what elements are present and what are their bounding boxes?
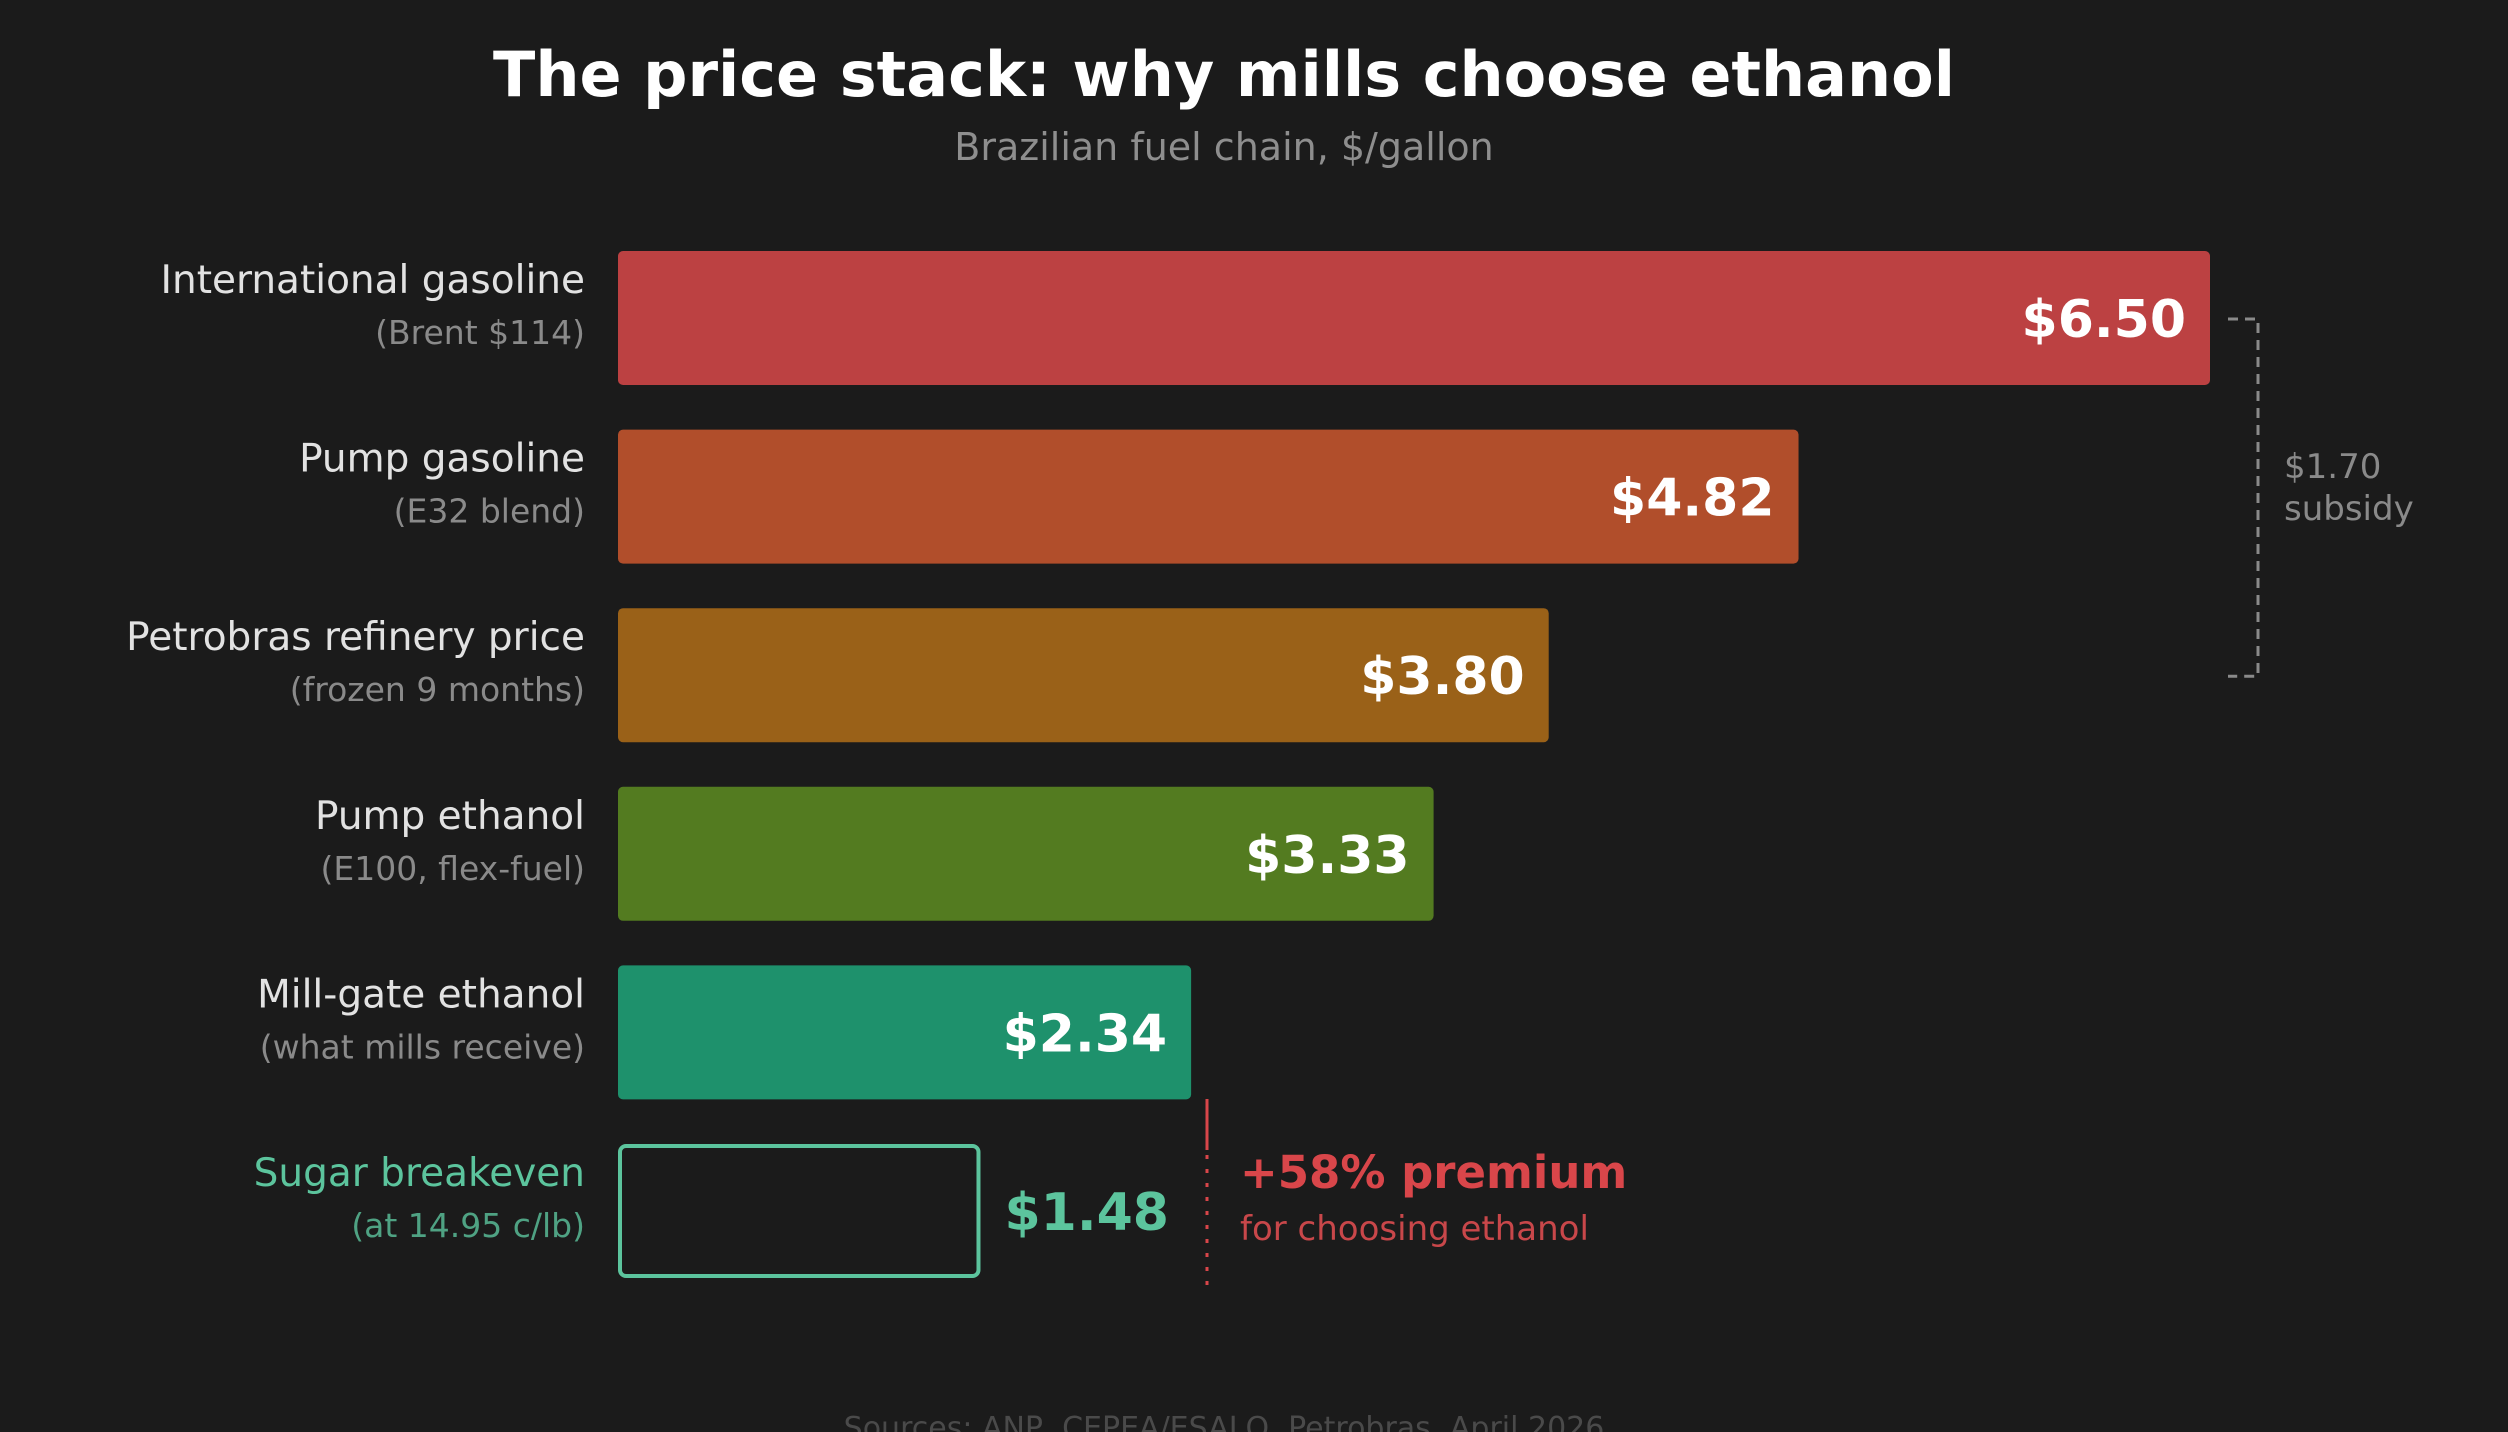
premium-headline: +58% premium [1240,1146,1627,1199]
value-label-mill-gate-ethanol: $2.34 [1003,1004,1167,1064]
value-label-petrobras-refinery-price: $3.80 [1360,647,1524,707]
value-label-international-gasoline: $6.50 [2022,290,2186,350]
chart-title: The price stack: why mills choose ethano… [493,38,1955,111]
subsidy-word-label: subsidy [2284,489,2414,529]
category-sublabel-mill-gate-ethanol: (what mills receive) [260,1027,585,1066]
bar-petrobras-refinery-price [618,608,1549,743]
source-note: Sources: ANP, CEPEA/ESALQ, Petrobras, Ap… [844,1411,1605,1432]
premium-caption: for choosing ethanol [1240,1209,1589,1249]
bar-sugar-breakeven [618,1144,981,1278]
bar-international-gasoline [618,251,2210,385]
category-label-international-gasoline: International gasoline [160,258,585,303]
category-label-sugar-breakeven: Sugar breakeven [254,1151,585,1196]
chart-subtitle: Brazilian fuel chain, $/gallon [954,125,1493,169]
bars-layer: $6.50 $4.82 $3.80 $3.33 $2.34 $1.48 [618,251,2210,1278]
premium-annotation: +58% premium for choosing ethanol [1205,1099,1627,1295]
category-sublabel-international-gasoline: (Brent $114) [375,313,585,352]
category-sublabel-pump-gasoline: (E32 blend) [394,492,585,531]
category-sublabel-pump-ethanol: (E100, flex-fuel) [320,849,585,888]
value-label-sugar-breakeven: $1.48 [1004,1183,1168,1243]
bar-pump-gasoline [618,429,1799,564]
subsidy-bracket: $1.70 subsidy [2228,317,2414,678]
category-sublabel-petrobras-refinery-price: (frozen 9 months) [290,670,585,709]
subsidy-bracket-line [2228,317,2260,678]
category-label-pump-gasoline: Pump gasoline [299,437,585,482]
bar-mill-gate-ethanol [618,965,1192,1100]
category-label-mill-gate-ethanol: Mill-gate ethanol [257,972,585,1017]
category-labels-layer: International gasoline (Brent $114) Pump g… [126,258,585,1245]
category-label-pump-ethanol: Pump ethanol [315,794,585,839]
subsidy-amount-label: $1.70 [2284,447,2381,487]
category-sublabel-sugar-breakeven: (at 14.95 c/lb) [351,1206,585,1245]
category-label-petrobras-refinery-price: Petrobras refinery price [126,615,585,660]
value-label-pump-gasoline: $4.82 [1610,469,1774,529]
value-label-pump-ethanol: $3.33 [1245,826,1409,886]
bar-pump-ethanol [618,786,1434,921]
